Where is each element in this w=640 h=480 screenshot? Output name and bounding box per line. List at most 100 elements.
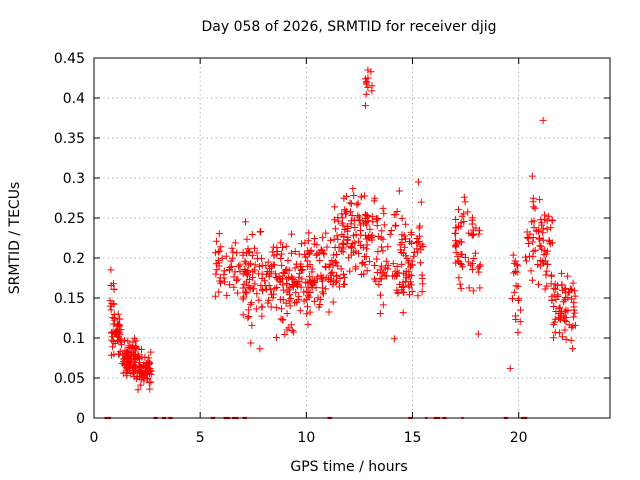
data-point: [251, 280, 259, 288]
data-point: [272, 270, 280, 278]
data-point: [335, 283, 343, 291]
data-point: [211, 249, 219, 257]
data-point: [547, 224, 555, 232]
data-point: [536, 196, 544, 204]
data-point: [255, 296, 263, 304]
data-point: [464, 208, 472, 216]
data-point: [216, 247, 224, 255]
data-point: [331, 258, 339, 266]
data-point: [556, 303, 564, 311]
data-point: [523, 228, 531, 236]
data-point: [284, 257, 292, 265]
data-point: [278, 244, 286, 252]
data-point: [258, 254, 266, 262]
data-point: [304, 283, 312, 291]
data-point: [316, 257, 324, 265]
data-point: [295, 250, 303, 258]
data-point: [110, 300, 118, 308]
data-point: [306, 272, 314, 280]
data-point: [220, 267, 228, 275]
data-point: [269, 294, 277, 302]
data-point: [310, 297, 318, 305]
data-point: [541, 211, 549, 219]
data-point: [318, 277, 326, 285]
data-point: [303, 287, 311, 295]
data-point: [286, 302, 294, 310]
data-point: [404, 281, 412, 289]
data-point: [415, 238, 423, 246]
data-point: [475, 230, 483, 238]
data-point: [123, 372, 131, 380]
data-point: [337, 265, 345, 273]
data-point: [539, 236, 547, 244]
data-point: [226, 264, 234, 272]
data-point: [352, 263, 360, 271]
data-point: [510, 288, 518, 296]
data-point: [312, 284, 320, 292]
data-point: [211, 292, 219, 300]
data-point: [373, 216, 381, 224]
data-point: [452, 243, 460, 251]
data-point: [346, 199, 354, 207]
data-point: [108, 336, 116, 344]
y-tick-label: 0.15: [54, 291, 85, 307]
data-point: [242, 218, 250, 226]
data-point: [529, 233, 537, 241]
data-point: [109, 343, 117, 351]
data-point: [233, 277, 241, 285]
data-point: [464, 258, 472, 266]
data-point: [283, 310, 291, 318]
data-point: [308, 268, 316, 276]
data-point: [247, 299, 255, 307]
data-point: [142, 363, 150, 371]
data-point: [124, 352, 132, 360]
data-point: [234, 275, 242, 283]
data-point: [273, 247, 281, 255]
data-point: [249, 274, 257, 282]
data-point: [255, 270, 263, 278]
data-point: [300, 288, 308, 296]
data-point: [407, 231, 415, 239]
data-point: [109, 338, 117, 346]
data-point: [393, 262, 401, 270]
data-point: [384, 243, 392, 251]
data-point: [410, 252, 418, 260]
data-point: [325, 308, 333, 316]
data-point: [109, 320, 117, 328]
data-point: [380, 209, 388, 217]
data-point: [408, 261, 416, 269]
data-point: [271, 285, 279, 293]
data-point: [371, 261, 379, 269]
data-point: [285, 324, 293, 332]
data-point: [363, 245, 371, 253]
data-point: [291, 299, 299, 307]
data-point: [311, 278, 319, 286]
data-point: [243, 289, 251, 297]
data-point: [539, 116, 547, 124]
data-point: [351, 223, 359, 231]
data-point: [550, 303, 558, 311]
data-point: [109, 313, 117, 321]
data-point: [470, 231, 478, 239]
data-point: [292, 288, 300, 296]
data-point: [460, 193, 468, 201]
data-point: [534, 226, 542, 234]
data-point: [368, 231, 376, 239]
data-point: [285, 266, 293, 274]
data-point: [327, 275, 335, 283]
data-point: [376, 266, 384, 274]
data-point: [215, 288, 223, 296]
data-point: [127, 354, 135, 362]
data-point: [465, 284, 473, 292]
data-point: [347, 208, 355, 216]
data-point: [456, 280, 464, 288]
data-point: [243, 235, 251, 243]
data-point: [506, 364, 514, 372]
data-point: [457, 219, 465, 227]
data-point: [347, 251, 355, 259]
data-point: [535, 280, 543, 288]
data-point: [266, 264, 274, 272]
data-point: [455, 258, 463, 265]
data-point: [367, 68, 375, 76]
data-point: [536, 242, 544, 250]
